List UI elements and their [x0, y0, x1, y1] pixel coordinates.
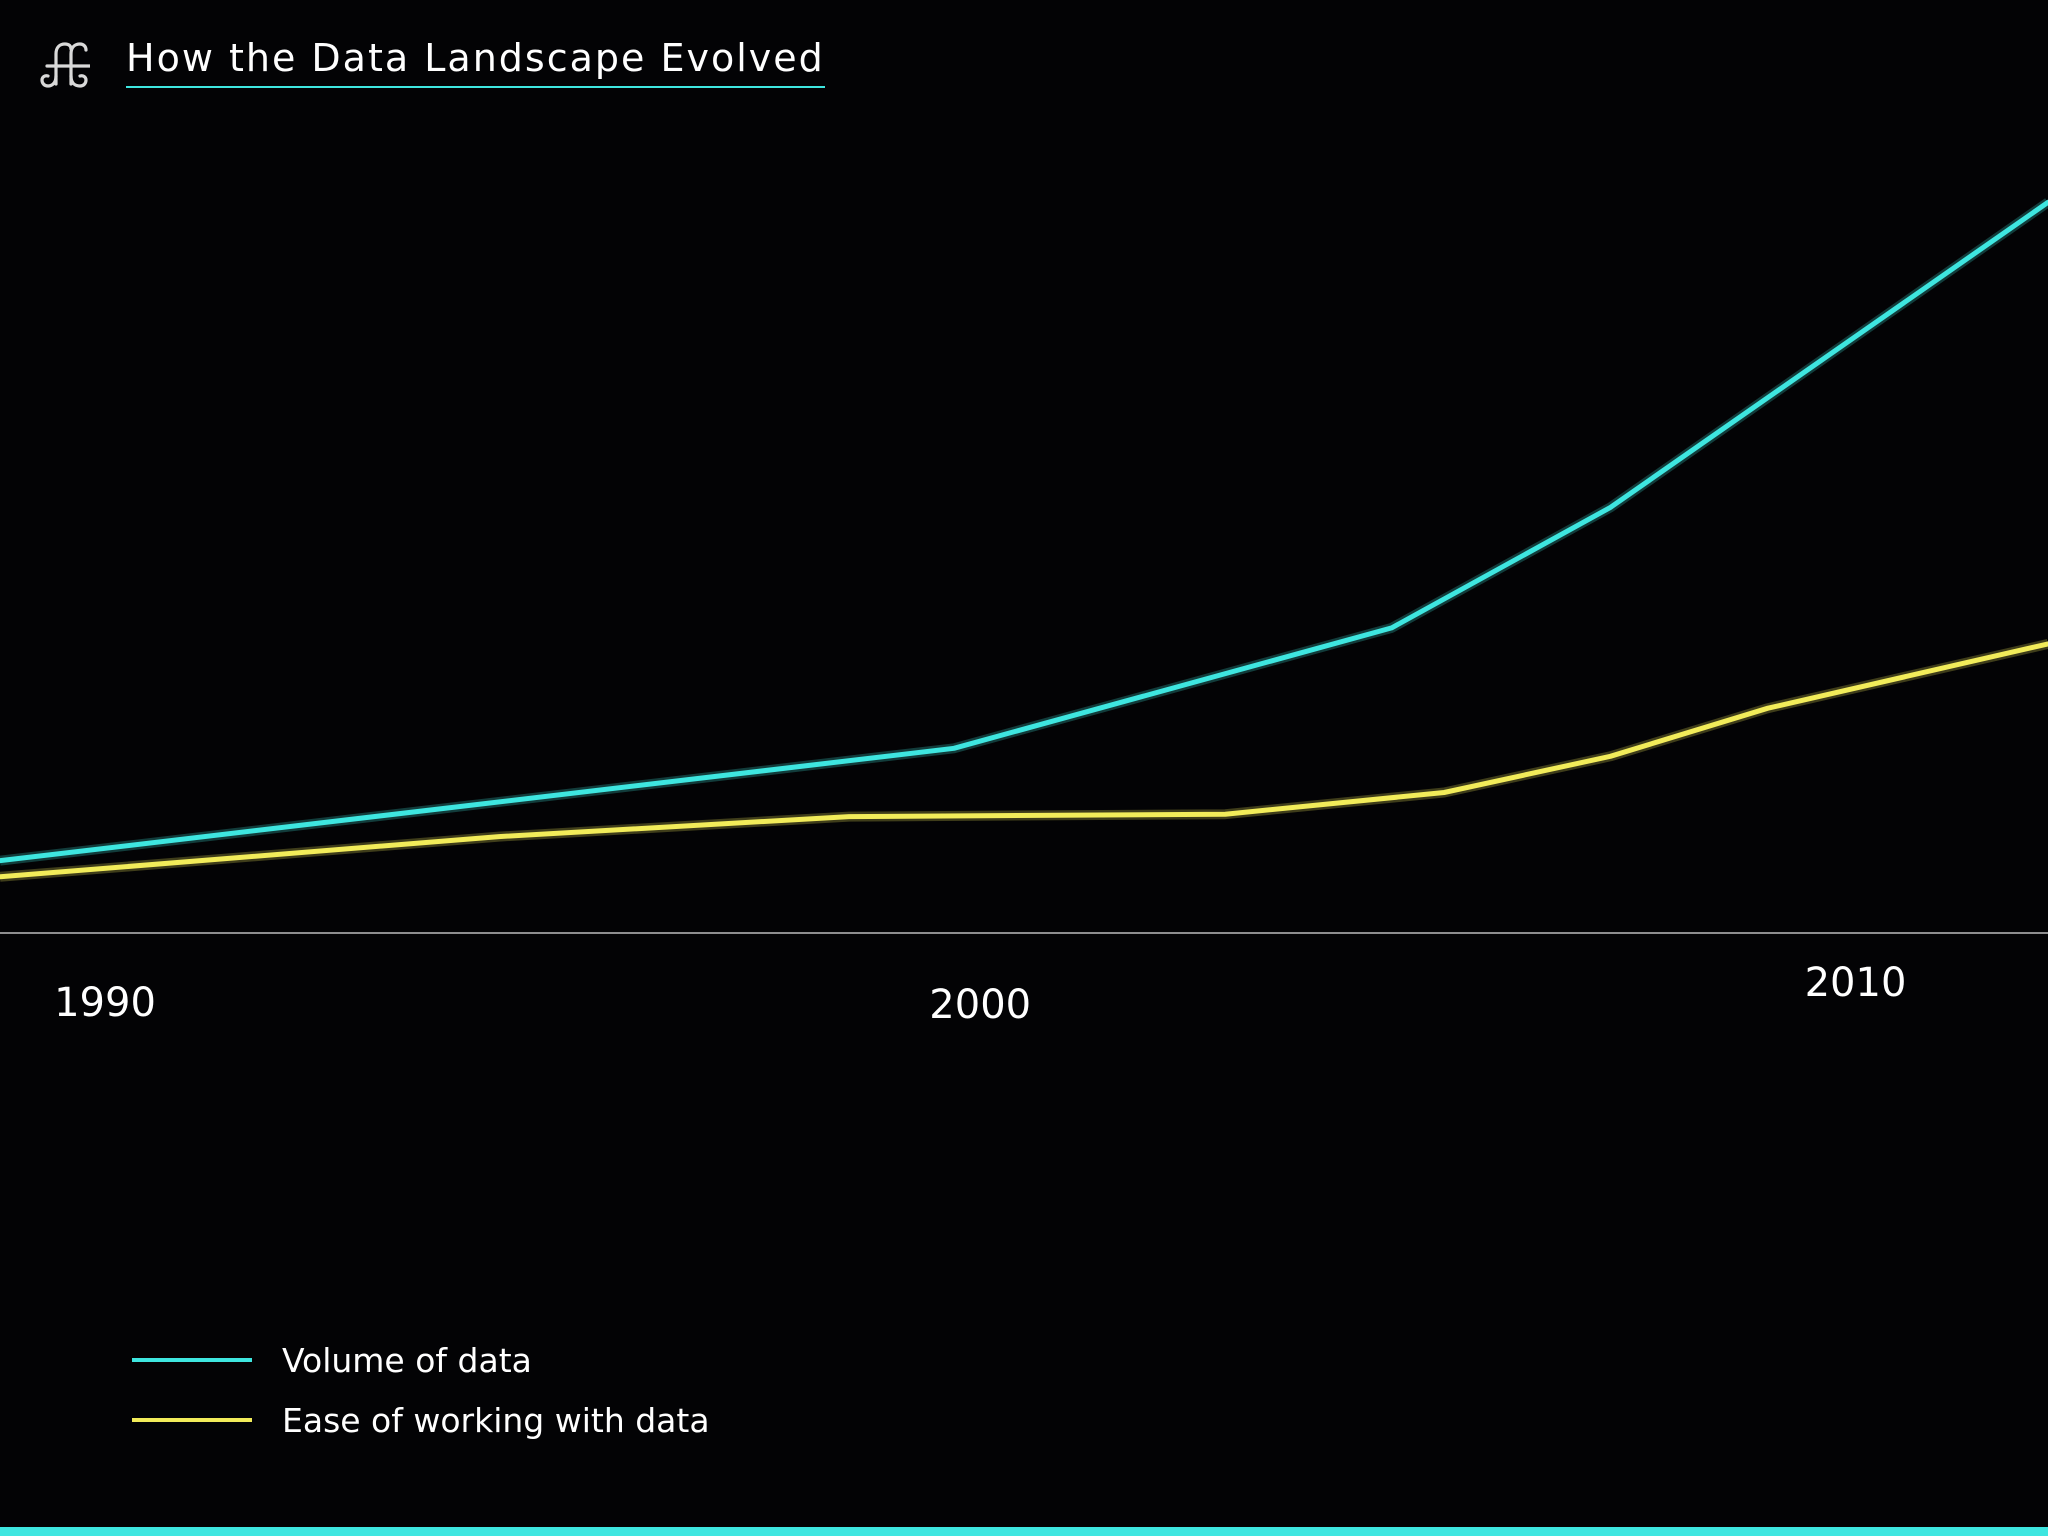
series-layer	[0, 198, 2048, 882]
legend-item-ease: Ease of working with data	[132, 1390, 710, 1450]
page-title: How the Data Landscape Evolved	[126, 36, 825, 88]
series-line-glow-0	[0, 198, 2048, 866]
x-axis-ticks: 1990 2000 2010	[54, 960, 1906, 1028]
command-key-icon	[40, 42, 90, 88]
x-tick-label: 1990	[54, 980, 156, 1026]
series-line-glow-1	[0, 639, 2048, 882]
legend-label-volume: Volume of data	[282, 1340, 532, 1380]
x-tick-label: 2010	[1805, 960, 1907, 1006]
legend-item-volume: Volume of data	[132, 1330, 710, 1390]
legend-swatch-volume	[132, 1358, 252, 1362]
series-line-1	[0, 641, 2048, 880]
legend-swatch-ease	[132, 1418, 252, 1422]
x-tick-label: 2000	[929, 982, 1031, 1028]
bottom-accent-bar	[0, 1527, 2048, 1536]
chart-legend: Volume of data Ease of working with data	[132, 1330, 710, 1450]
series-line-0	[0, 199, 2048, 864]
legend-label-ease: Ease of working with data	[282, 1400, 710, 1440]
